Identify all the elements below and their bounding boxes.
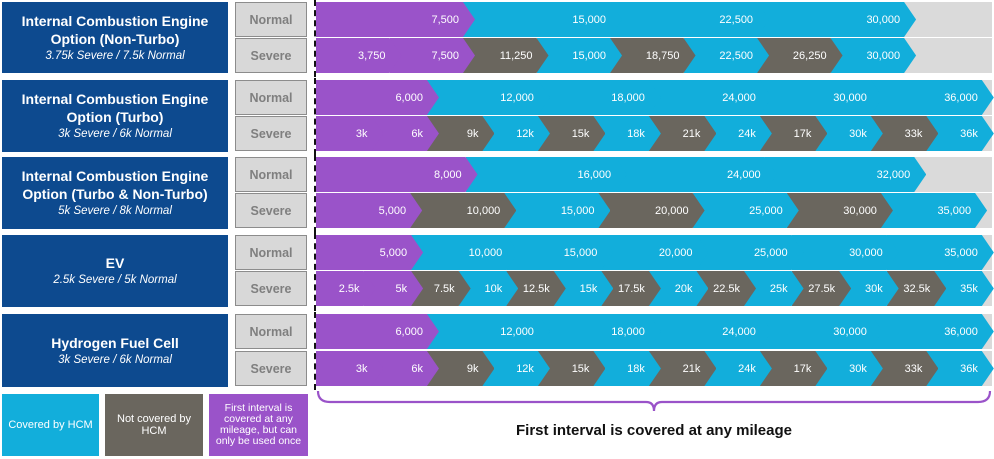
dashed-divider <box>314 78 316 155</box>
interval-segment-covered: 32,000 <box>765 157 927 192</box>
row-label-normal: Normal <box>235 80 307 115</box>
interval-segment-not-covered: 9k <box>427 116 494 151</box>
dashed-divider <box>314 233 316 311</box>
engine-subtitle: 3.75k Severe / 7.5k Normal <box>45 49 185 62</box>
interval-segment-covered: 22,500 <box>684 38 770 73</box>
interval-segment-first: 3k <box>316 116 383 151</box>
interval-segment-covered: 16,000 <box>466 157 628 192</box>
interval-track: 36,000 30,000 24,000 18,000 12,000 6,000 <box>316 80 992 115</box>
engine-panel-hydrogen: Hydrogen Fuel Cell 3k Severe / 6k Normal <box>2 314 228 387</box>
interval-segment-not-covered: 11,250 <box>463 38 549 73</box>
legend-covered-text: Covered by HCM <box>8 419 93 431</box>
engine-title: Internal Combustion Engine <box>21 12 209 29</box>
interval-segment-first: 2.5k <box>316 271 376 306</box>
interval-segment-covered: 35,000 <box>881 193 987 228</box>
row-label-severe: Severe <box>235 351 307 386</box>
interval-segment-not-covered: 10,000 <box>410 193 516 228</box>
interval-segment-not-covered: 26,250 <box>757 38 843 73</box>
interval-segment-covered: 30,000 <box>757 2 916 37</box>
interval-segment-covered: 25,000 <box>693 193 799 228</box>
interval-segment-first: 3k <box>316 351 383 386</box>
interval-segment-covered: 24,000 <box>649 80 772 115</box>
interval-segment-covered: 24k <box>704 116 771 151</box>
engine-subtitle: 5k Severe / 8k Normal <box>58 205 172 217</box>
interval-segment-first: 3,750 <box>316 38 402 73</box>
interval-track: 35,000 30,000 25,000 20,000 15,000 10,000 5,00… <box>316 235 992 270</box>
interval-segment-covered: 22,500 <box>610 2 769 37</box>
interval-segment-covered: 36,000 <box>871 80 994 115</box>
engine-panel-ev: EV 2.5k Severe / 5k Normal <box>2 235 228 307</box>
dashed-divider <box>314 312 316 390</box>
interval-segment-first: 5,000 <box>316 193 422 228</box>
interval-segment-not-covered: 30,000 <box>787 193 893 228</box>
interval-segment-covered: 30,000 <box>792 235 899 270</box>
row-label-normal: Normal <box>235 2 307 37</box>
engine-title: EV <box>105 255 125 271</box>
interval-segment-first: 7,500 <box>316 2 475 37</box>
interval-segment-covered: 18,000 <box>538 314 661 349</box>
interval-track: 36k 33k 30k 17k 24k 21k 18k 15k 12k 9k 6k 3k <box>316 351 992 386</box>
row-label-severe: Severe <box>235 38 307 73</box>
row-label-normal: Normal <box>235 157 307 192</box>
interval-segment-covered: 15,000 <box>537 38 623 73</box>
interval-segment-first: 7,500 <box>390 38 476 73</box>
dashed-divider <box>314 155 316 233</box>
row-label-normal: Normal <box>235 235 307 270</box>
interval-segment-first: 6,000 <box>316 314 439 349</box>
interval-segment-covered: 25,000 <box>696 235 803 270</box>
engine-title-line2: Option (Turbo) <box>66 109 164 125</box>
engine-panel-turbo: Internal Combustion Engine Option (Turbo… <box>2 80 228 152</box>
interval-segment-covered: 20,000 <box>601 235 708 270</box>
interval-segment-covered: 15,000 <box>463 2 622 37</box>
engine-title: Hydrogen Fuel Cell <box>51 334 179 351</box>
interval-track: 30,000 22,500 15,000 7,500 <box>316 2 992 37</box>
legend-not-covered-text: Not covered by HCM <box>117 413 191 437</box>
interval-segment-first: 6,000 <box>316 80 439 115</box>
interval-segment-covered: 30,000 <box>760 80 883 115</box>
interval-track: 32,000 24,000 16,000 8,000 <box>316 157 992 192</box>
row-label-severe: Severe <box>235 116 307 151</box>
interval-segment-covered: 30,000 <box>760 314 883 349</box>
engine-panel-non-turbo: Internal Combustion Engine Option (Non-T… <box>2 2 228 73</box>
engine-panel-turbo-and-non-turbo: Internal Combustion Engine Option (Turbo… <box>2 157 228 229</box>
first-interval-caption: First interval is covered at any mileage <box>516 422 792 439</box>
engine-title: Internal Combustion Engine <box>21 168 209 184</box>
engine-subtitle: 3k Severe / 6k Normal <box>58 128 172 140</box>
interval-segment-first: 8,000 <box>316 157 478 192</box>
interval-segment-covered: 24,000 <box>615 157 777 192</box>
legend-first-interval: First interval is covered at any mileage… <box>209 394 308 456</box>
interval-segment-not-covered: 20,000 <box>598 193 704 228</box>
legend-first-interval-text: First interval is covered at any mileage… <box>215 402 302 447</box>
legend-not-covered: Not covered by HCM <box>105 394 203 456</box>
interval-track: 30,000 26,250 22,500 18,750 15,000 11,250 7,50… <box>316 38 992 73</box>
interval-segment-covered: 30,000 <box>831 38 917 73</box>
interval-track: 36,000 30,000 24,000 18,000 12,000 6,000 <box>316 314 992 349</box>
interval-segment-covered: 30k <box>815 351 882 386</box>
dashed-divider <box>314 0 316 77</box>
engine-title: Internal Combustion Engine <box>21 91 209 107</box>
interval-segment-covered: 36,000 <box>871 314 994 349</box>
engine-title-line2: Option (Turbo & Non-Turbo) <box>22 186 208 202</box>
interval-track: 35,000 30,000 25,000 20,000 15,000 10,000 5,00… <box>316 193 992 228</box>
engine-subtitle: 3k Severe / 6k Normal <box>58 353 172 366</box>
bracket-brace <box>316 390 992 412</box>
row-label-normal: Normal <box>235 314 307 349</box>
interval-segment-covered: 35,000 <box>887 235 994 270</box>
interval-segment-covered: 15,000 <box>506 235 613 270</box>
engine-subtitle: 2.5k Severe / 5k Normal <box>53 274 177 286</box>
interval-segment-not-covered: 18,750 <box>610 38 696 73</box>
interval-segment-covered: 15,000 <box>504 193 610 228</box>
interval-segment-first: 5,000 <box>316 235 423 270</box>
interval-segment-covered: 12,000 <box>427 80 550 115</box>
engine-title-line2: Option (Non-Turbo) <box>50 30 180 47</box>
interval-segment-covered: 18,000 <box>538 80 661 115</box>
row-label-severe: Severe <box>235 193 307 228</box>
interval-track: 36k 33k 30k 17k 24k 21k 18k 15k 12k 9k 6k 3k <box>316 116 992 151</box>
interval-segment-covered: 24,000 <box>649 314 772 349</box>
interval-segment-covered: 10,000 <box>411 235 518 270</box>
interval-segment-covered: 12,000 <box>427 314 550 349</box>
row-label-severe: Severe <box>235 271 307 306</box>
legend-covered: Covered by HCM <box>2 394 99 456</box>
interval-track: 35k 32.5k 30k 27.5k 25k 22.5k 20k 17.5k 15k 12.5k… <box>316 271 992 306</box>
